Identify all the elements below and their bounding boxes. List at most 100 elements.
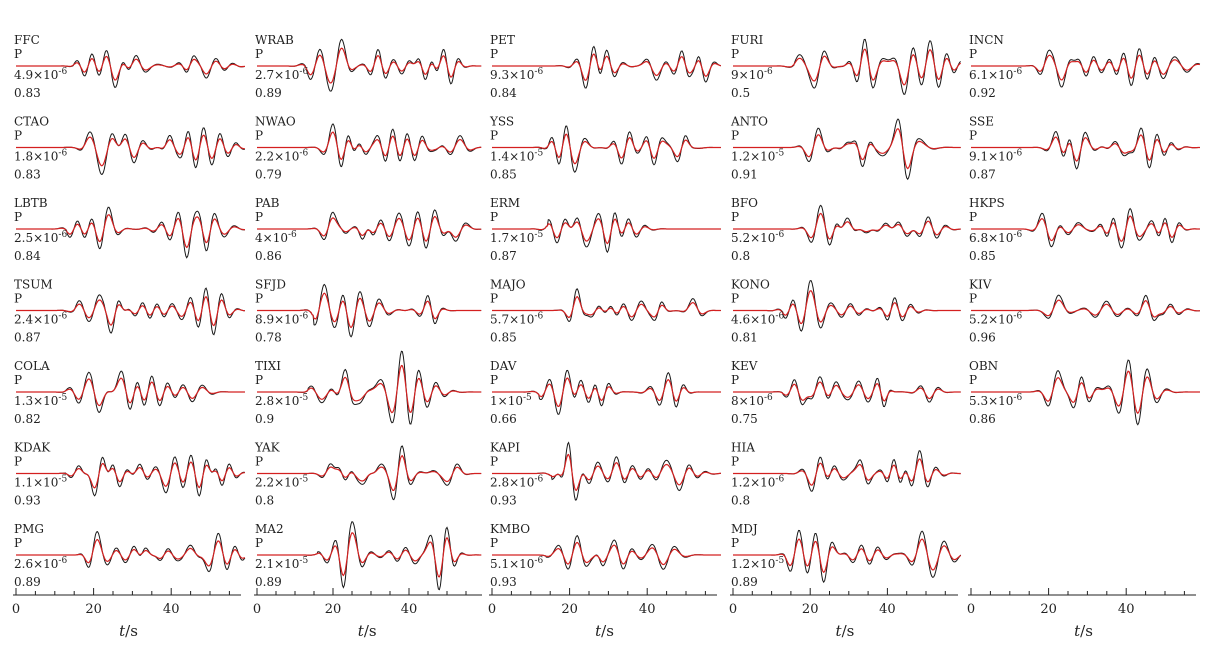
- station-name: SFJD: [255, 278, 286, 292]
- correlation-label: 0.93: [490, 494, 517, 508]
- synthetic-trace-erm: [492, 218, 721, 245]
- station-name: ERM: [490, 196, 520, 210]
- station-name: ANTO: [730, 115, 768, 129]
- synthetic-trace-kiv: [971, 299, 1200, 318]
- correlation-label: 0.87: [490, 249, 517, 263]
- x-axis-label: t/s: [119, 622, 138, 640]
- correlation-label: 0.79: [255, 168, 282, 182]
- correlation-label: 0.87: [14, 331, 41, 345]
- x-axis-label: t/s: [358, 622, 377, 640]
- phase-label: P: [14, 210, 22, 224]
- synthetic-trace-ffc: [16, 55, 245, 81]
- phase-label: P: [731, 292, 739, 306]
- amplitude-label: 1.2×10-5: [731, 556, 784, 571]
- station-name: PMG: [14, 522, 44, 536]
- synthetic-trace-hia: [733, 458, 961, 486]
- phase-label: P: [969, 292, 977, 306]
- amplitude-label: 2.6×10-6: [14, 556, 67, 571]
- synthetic-trace-furi: [733, 48, 962, 86]
- synthetic-trace-kdak: [16, 461, 245, 489]
- amplitude-label: 8.9×10-6: [255, 312, 308, 327]
- x-axis-col-5: 0 20 40 t/s: [967, 588, 1196, 640]
- synthetic-trace-kev: [733, 381, 961, 402]
- x-tick-label: 40: [401, 602, 418, 617]
- x-tick-label: 40: [639, 602, 656, 617]
- station-name: MA2: [255, 522, 284, 536]
- amplitude-label: 5.2×10-6: [731, 230, 784, 245]
- station-name: HIA: [731, 441, 755, 455]
- column-2: WRABP2.7×10-60.89NWAOP2.2×10-60.79PABP4×…: [253, 33, 482, 640]
- x-axis-label: t/s: [595, 622, 614, 640]
- amplitude-label: 5.3×10-6: [969, 393, 1022, 408]
- column-4: FURIP9×10-60.5ANTOP1.2×10-50.91BFOP5.2×1…: [729, 33, 962, 640]
- synthetic-trace-mdj: [733, 538, 962, 574]
- station-name: KAPI: [490, 441, 520, 455]
- x-tick-label: 40: [163, 602, 180, 617]
- synthetic-trace-tsum: [16, 296, 245, 327]
- correlation-label: 0.5: [731, 86, 750, 100]
- synthetic-trace-kono: [733, 290, 961, 325]
- x-axis-col-1: 0 20 40 t/s: [12, 588, 241, 640]
- station-name: KDAK: [14, 441, 51, 455]
- correlation-label: 0.85: [490, 168, 517, 182]
- correlation-label: 0.92: [969, 86, 996, 100]
- synthetic-trace-incn: [971, 54, 1200, 81]
- correlation-label: 0.84: [14, 249, 41, 263]
- amplitude-label: 5.2×10-6: [969, 312, 1022, 327]
- amplitude-label: 2.7×10-6: [255, 67, 308, 82]
- correlation-label: 0.96: [969, 331, 996, 345]
- x-tick-label: 0: [729, 602, 737, 617]
- station-name: FURI: [731, 33, 763, 47]
- station-name: PET: [490, 33, 515, 47]
- station-name: YAK: [254, 441, 281, 455]
- amplitude-label: 2.5×10-6: [14, 230, 67, 245]
- synthetic-trace-dav: [492, 377, 721, 407]
- correlation-label: 0.66: [490, 412, 517, 426]
- synthetic-trace-wrab: [257, 47, 482, 84]
- station-name: HKPS: [969, 196, 1005, 210]
- x-tick-label: 0: [488, 602, 496, 617]
- amplitude-label: 1.2×10-5: [731, 149, 784, 164]
- amplitude-label: 2.8×10-6: [490, 475, 543, 490]
- correlation-label: 0.75: [731, 412, 758, 426]
- station-name: FFC: [14, 33, 40, 47]
- synthetic-trace-sfjd: [257, 292, 482, 329]
- station-name: LBTB: [14, 196, 48, 210]
- phase-label: P: [969, 47, 977, 61]
- synthetic-trace-tixi: [257, 364, 482, 414]
- station-name: DAV: [490, 359, 517, 373]
- synthetic-trace-nwao: [257, 131, 482, 161]
- correlation-label: 0.81: [731, 331, 758, 345]
- station-name: PAB: [255, 196, 280, 210]
- synthetic-trace-anto: [733, 127, 961, 170]
- x-tick-label: 40: [1118, 602, 1135, 617]
- amplitude-label: 2.1×10-5: [255, 556, 308, 571]
- observed-trace-ma2: [257, 521, 482, 591]
- x-tick-label: 20: [1040, 602, 1057, 617]
- synthetic-trace-cola: [16, 377, 245, 407]
- correlation-label: 0.83: [14, 168, 41, 182]
- amplitude-label: 6.1×10-6: [969, 67, 1022, 82]
- station-name: KEV: [731, 359, 758, 373]
- correlation-label: 0.87: [969, 168, 996, 182]
- correlation-label: 0.9: [255, 412, 274, 426]
- phase-label: P: [14, 373, 22, 387]
